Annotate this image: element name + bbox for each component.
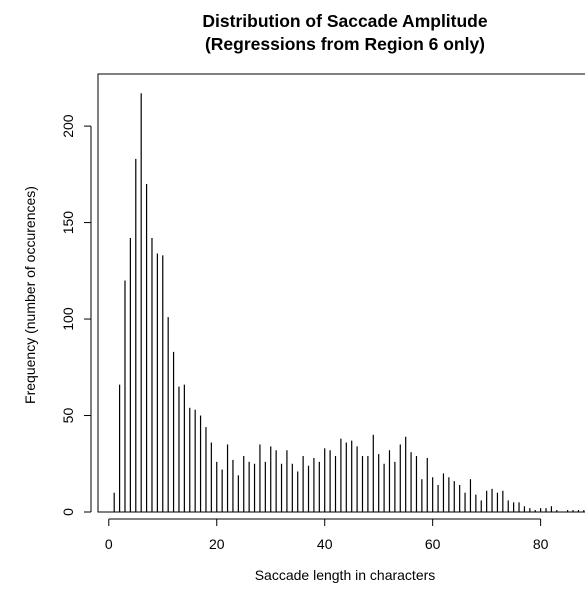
x-tick-label-40: 40 <box>317 536 333 552</box>
y-tick-label-150: 150 <box>60 211 76 235</box>
chart-subtitle: (Regressions from Region 6 only) <box>204 34 486 54</box>
chart-title: Distribution of Saccade Amplitude <box>202 11 488 31</box>
x-tick-label-60: 60 <box>425 536 441 552</box>
x-axis-label: Saccade length in characters <box>254 567 436 583</box>
plot-frame <box>97 73 585 513</box>
x-tick-label-80: 80 <box>533 536 549 552</box>
y-tick-label-100: 100 <box>60 307 76 331</box>
x-tick-label-0: 0 <box>105 536 113 552</box>
y-tick-label-50: 50 <box>60 408 76 424</box>
y-axis-label: Frequency (number of occurences) <box>22 186 38 404</box>
axes: 0 20 40 60 80 0 50 100 150 200 <box>60 73 585 552</box>
bar-series <box>113 93 585 512</box>
y-tick-label-0: 0 <box>60 508 76 516</box>
y-tick-label-200: 200 <box>60 114 76 138</box>
x-tick-label-20: 20 <box>209 536 225 552</box>
